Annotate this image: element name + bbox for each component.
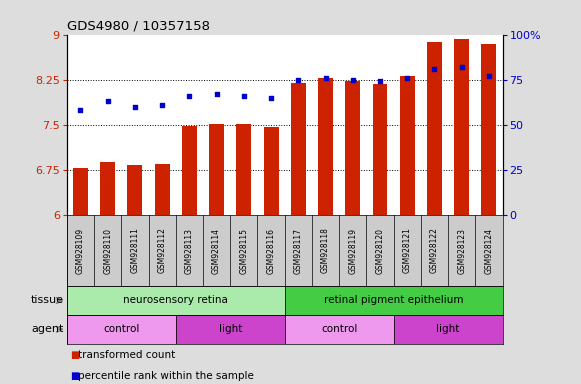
Bar	[454, 40, 469, 215]
Bar	[182, 126, 197, 215]
Text: GSM928120: GSM928120	[375, 228, 385, 273]
Bar	[209, 124, 224, 215]
Point	[267, 95, 276, 101]
Point	[157, 102, 167, 108]
Point	[130, 104, 139, 110]
Text: GSM928109: GSM928109	[76, 227, 85, 274]
Text: GSM928124: GSM928124	[485, 228, 493, 273]
Bar	[482, 44, 496, 215]
Text: light: light	[218, 324, 242, 334]
Point	[321, 75, 330, 81]
Point	[293, 77, 303, 83]
Bar	[291, 83, 306, 215]
Point	[457, 64, 467, 70]
Bar	[67, 286, 285, 315]
Bar	[394, 315, 503, 344]
Text: control: control	[103, 324, 139, 334]
Text: retinal pigment epithelium: retinal pigment epithelium	[324, 295, 464, 306]
Text: GSM928112: GSM928112	[157, 228, 167, 273]
Bar	[318, 78, 333, 215]
Bar	[236, 124, 252, 215]
Point	[103, 98, 112, 104]
Point	[403, 75, 412, 81]
Point	[430, 66, 439, 72]
Text: control: control	[321, 324, 357, 334]
Point	[348, 77, 357, 83]
Text: agent: agent	[31, 324, 64, 334]
Bar	[73, 167, 88, 215]
Text: GSM928118: GSM928118	[321, 228, 330, 273]
Text: GSM928111: GSM928111	[130, 228, 139, 273]
Text: ■: ■	[70, 371, 79, 381]
Text: tissue: tissue	[31, 295, 64, 306]
Bar	[285, 286, 503, 315]
Text: GSM928110: GSM928110	[103, 228, 112, 273]
Text: GSM928115: GSM928115	[239, 228, 248, 273]
Bar	[67, 315, 175, 344]
Bar	[372, 84, 388, 215]
Bar	[155, 164, 170, 215]
Text: neurosensory retina: neurosensory retina	[123, 295, 228, 306]
Text: transformed count: transformed count	[78, 350, 175, 360]
Bar	[100, 162, 115, 215]
Bar	[175, 315, 285, 344]
Text: ■: ■	[70, 350, 79, 360]
Bar	[127, 165, 142, 215]
Text: GSM928123: GSM928123	[457, 228, 466, 273]
Text: GSM928121: GSM928121	[403, 228, 412, 273]
Text: GSM928122: GSM928122	[430, 228, 439, 273]
Text: GDS4980 / 10357158: GDS4980 / 10357158	[67, 19, 210, 32]
Bar	[345, 81, 360, 215]
Point	[239, 93, 249, 99]
Point	[212, 91, 221, 97]
Point	[185, 93, 194, 99]
Text: GSM928116: GSM928116	[267, 228, 275, 273]
Text: light: light	[436, 324, 460, 334]
Bar	[285, 315, 394, 344]
Point	[375, 78, 385, 84]
Text: GSM928119: GSM928119	[348, 228, 357, 273]
Text: percentile rank within the sample: percentile rank within the sample	[78, 371, 254, 381]
Point	[76, 107, 85, 113]
Bar	[264, 127, 278, 215]
Text: GSM928113: GSM928113	[185, 228, 194, 273]
Text: GSM928114: GSM928114	[212, 228, 221, 273]
Point	[485, 73, 494, 79]
Bar	[427, 42, 442, 215]
Text: GSM928117: GSM928117	[294, 228, 303, 273]
Bar	[400, 76, 415, 215]
